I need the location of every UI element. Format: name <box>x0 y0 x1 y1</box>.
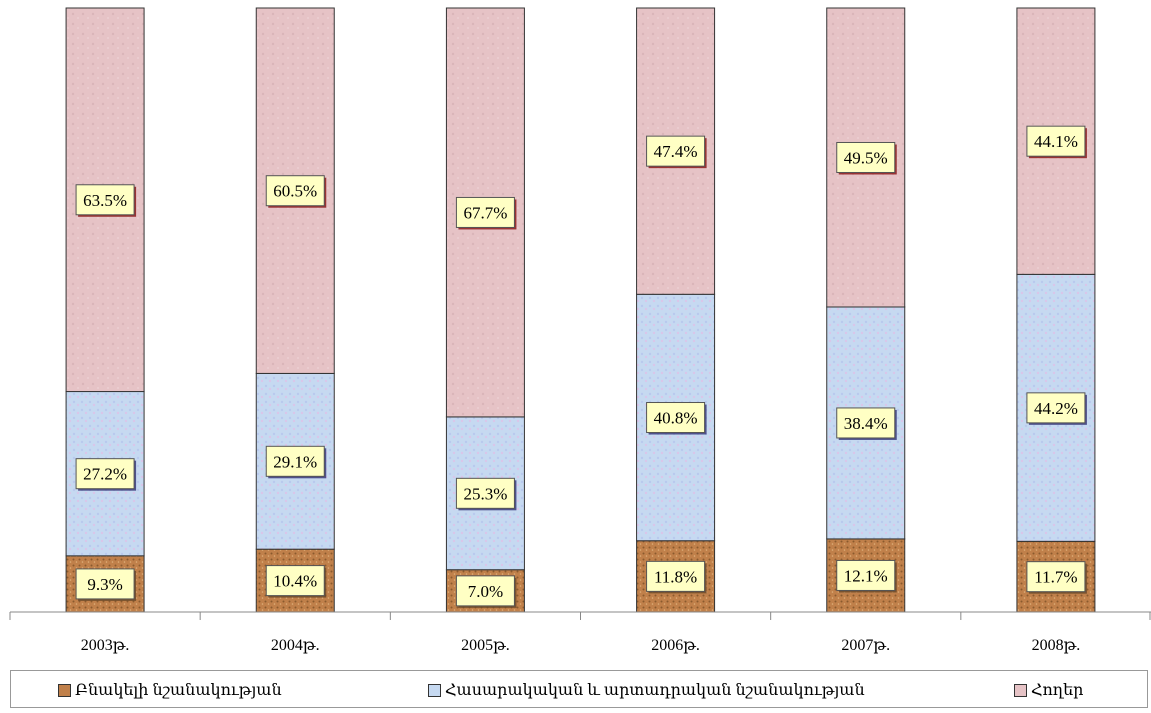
x-tick-label: 2004թ. <box>271 637 320 654</box>
data-label-land: 67.7% <box>455 196 517 230</box>
data-label-public-industrial: 27.2% <box>75 458 137 491</box>
legend-item-public-industrial: Հասարակական և արտադրական նշանակության <box>428 680 865 700</box>
stacked-bar-chart: 2003թ. 2004թ. 2005թ. 2006թ. 2007թ. 2008թ. 9.3… <box>9 7 1151 654</box>
data-label-residential: 7.0% <box>455 575 517 608</box>
svg-text:11.7%: 11.7% <box>1034 568 1077 587</box>
x-tick-label: 2008թ. <box>1032 637 1081 654</box>
legend: Բնակելի նշանակության Հասարակական և արտադ… <box>10 670 1148 708</box>
data-label-public-industrial: 44.2% <box>1026 392 1087 425</box>
svg-text:60.5%: 60.5% <box>273 182 317 201</box>
legend-item-residential: Բնակելի նշանակության <box>58 680 282 700</box>
svg-text:11.8%: 11.8% <box>654 567 697 586</box>
data-label-land: 49.5% <box>836 141 897 175</box>
data-label-residential: 10.4% <box>265 565 327 598</box>
svg-text:67.7%: 67.7% <box>463 203 507 222</box>
svg-text:25.3%: 25.3% <box>463 484 507 503</box>
legend-swatch-public-industrial <box>428 683 441 697</box>
x-tick-label: 2007թ. <box>841 637 890 654</box>
svg-text:27.2%: 27.2% <box>83 465 127 484</box>
svg-text:29.1%: 29.1% <box>273 452 317 471</box>
data-label-public-industrial: 38.4% <box>836 407 897 440</box>
svg-text:44.1%: 44.1% <box>1034 132 1078 151</box>
data-label-residential: 9.3% <box>75 568 137 601</box>
legend-item-land: Հողեր <box>1014 680 1083 700</box>
legend-label-residential: Բնակելի նշանակության <box>75 682 282 699</box>
svg-text:44.2%: 44.2% <box>1034 399 1078 418</box>
svg-text:63.5%: 63.5% <box>83 191 127 210</box>
svg-text:10.4%: 10.4% <box>273 572 317 591</box>
svg-text:7.0%: 7.0% <box>468 582 503 601</box>
data-label-land: 44.1% <box>1026 125 1087 159</box>
data-label-residential: 12.1% <box>836 559 897 593</box>
data-label-public-industrial: 25.3% <box>455 477 517 511</box>
data-label-residential: 11.7% <box>1026 561 1087 594</box>
x-tick-label: 2005թ. <box>461 637 510 654</box>
svg-text:38.4%: 38.4% <box>844 414 888 433</box>
data-label-land: 60.5% <box>265 175 327 208</box>
data-label-residential: 11.8% <box>646 560 707 594</box>
legend-swatch-residential <box>58 683 71 697</box>
data-label-public-industrial: 29.1% <box>265 445 327 479</box>
svg-text:9.3%: 9.3% <box>87 575 122 594</box>
legend-swatch-land <box>1014 683 1027 697</box>
x-tick-label: 2006թ. <box>651 637 700 654</box>
svg-text:49.5%: 49.5% <box>844 148 888 167</box>
svg-text:40.8%: 40.8% <box>654 409 698 428</box>
svg-text:12.1%: 12.1% <box>844 566 888 585</box>
legend-label-public-industrial: Հասարակական և արտադրական նշանակության <box>445 682 865 699</box>
svg-text:47.4%: 47.4% <box>654 142 698 161</box>
legend-label-land: Հողեր <box>1031 682 1084 699</box>
data-label-land: 63.5% <box>75 184 137 217</box>
data-label-land: 47.4% <box>646 135 707 169</box>
data-label-public-industrial: 40.8% <box>646 402 707 435</box>
x-tick-label: 2003թ. <box>81 637 130 654</box>
